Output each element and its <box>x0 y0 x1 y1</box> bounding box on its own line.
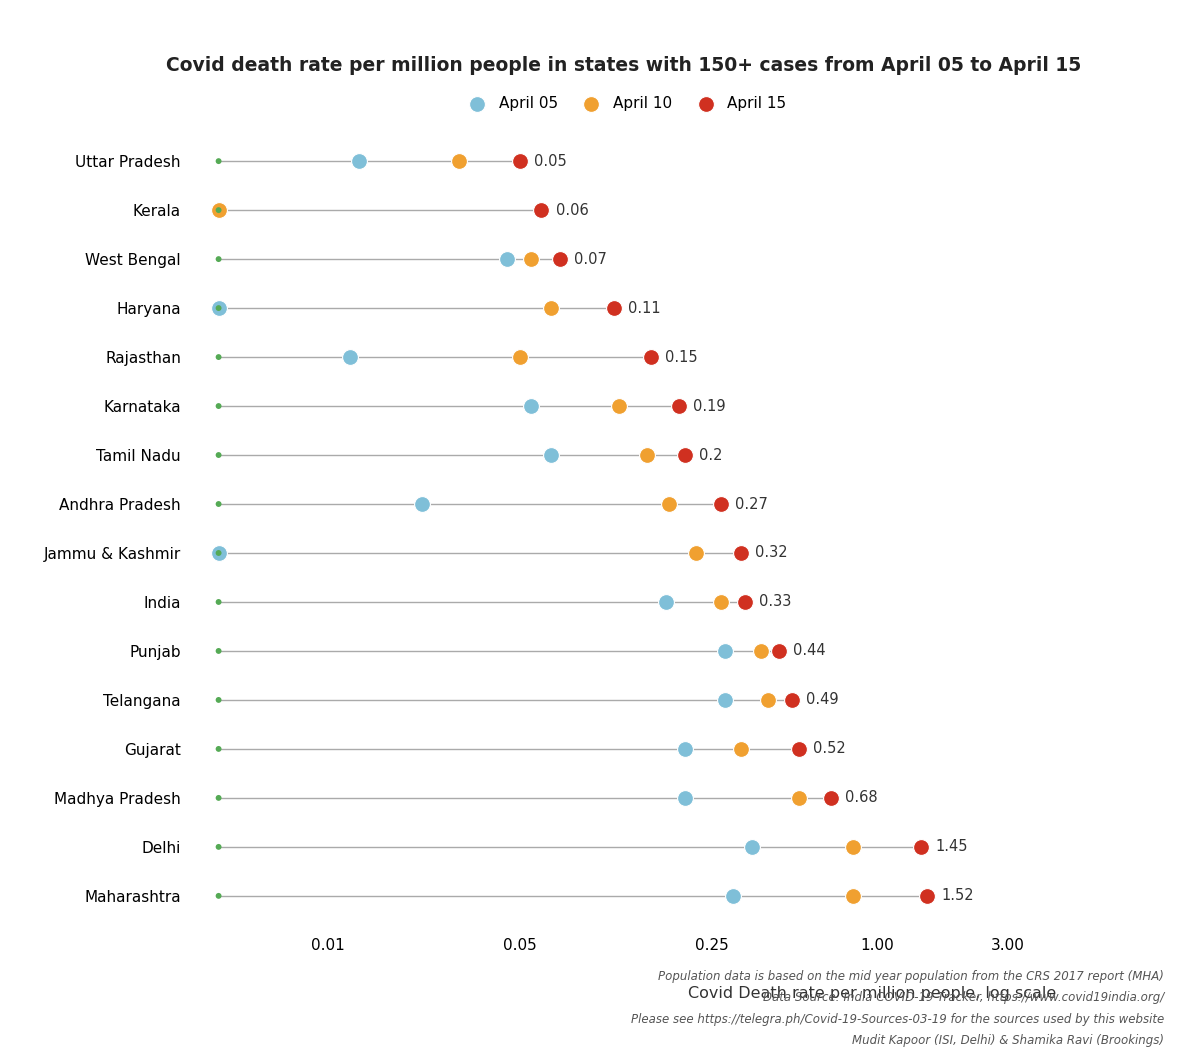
Point <box>637 446 656 463</box>
Point <box>498 251 517 267</box>
Point <box>790 790 809 806</box>
Point <box>541 299 560 316</box>
Point <box>510 152 529 169</box>
Point <box>209 299 228 316</box>
Point <box>782 691 802 708</box>
Point <box>550 251 569 267</box>
Text: 0.33: 0.33 <box>760 594 792 610</box>
Point <box>912 838 931 855</box>
Point <box>209 741 228 758</box>
Text: 0.32: 0.32 <box>756 545 788 560</box>
Point <box>715 691 734 708</box>
Point <box>532 202 551 219</box>
Text: 0.44: 0.44 <box>793 644 826 659</box>
Text: 0.68: 0.68 <box>845 791 878 805</box>
Point <box>209 544 228 561</box>
Point <box>449 152 468 169</box>
Point <box>917 888 936 905</box>
Point <box>731 544 750 561</box>
Point <box>712 594 731 611</box>
Text: Covid Death rate per million people, log scale: Covid Death rate per million people, log… <box>688 986 1056 1001</box>
Point <box>522 251 541 267</box>
Text: 1.45: 1.45 <box>936 839 968 854</box>
Text: 0.06: 0.06 <box>556 203 589 218</box>
Text: 0.2: 0.2 <box>700 447 722 463</box>
Point <box>676 790 695 806</box>
Point <box>340 349 359 366</box>
Point <box>712 496 731 513</box>
Point <box>604 299 623 316</box>
Point <box>790 741 809 758</box>
Point <box>758 691 778 708</box>
Point <box>541 446 560 463</box>
Text: 0.19: 0.19 <box>694 398 726 413</box>
Point <box>209 349 228 366</box>
Point <box>731 741 750 758</box>
Point <box>209 643 228 660</box>
Point <box>209 202 228 219</box>
Point <box>715 643 734 660</box>
Point <box>686 544 706 561</box>
Point <box>209 251 228 267</box>
Text: Mudit Kapoor (ISI, Delhi) & Shamika Ravi (Brookings): Mudit Kapoor (ISI, Delhi) & Shamika Ravi… <box>852 1034 1164 1046</box>
Point <box>209 691 228 708</box>
Point <box>656 594 676 611</box>
Point <box>209 790 228 806</box>
Point <box>670 397 689 414</box>
Point <box>209 397 228 414</box>
Text: Please see https://telegra.ph/Covid-19-Sources-03-19 for the sources used by thi: Please see https://telegra.ph/Covid-19-S… <box>631 1013 1164 1025</box>
Point <box>209 202 228 219</box>
Point <box>209 299 228 316</box>
Point <box>209 152 228 169</box>
Point <box>724 888 743 905</box>
Text: 0.52: 0.52 <box>814 741 846 757</box>
Point <box>209 496 228 513</box>
Point <box>412 496 431 513</box>
Point <box>821 790 840 806</box>
Point <box>734 594 754 611</box>
Point <box>209 838 228 855</box>
Point <box>676 446 695 463</box>
Text: Population data is based on the mid year population from the CRS 2017 report (MH: Population data is based on the mid year… <box>658 970 1164 983</box>
Text: 0.05: 0.05 <box>534 153 566 169</box>
Point <box>610 397 629 414</box>
Point <box>742 838 761 855</box>
Point <box>769 643 788 660</box>
Point <box>522 397 541 414</box>
Point <box>209 544 228 561</box>
Point <box>641 349 660 366</box>
Point <box>209 888 228 905</box>
Point <box>676 741 695 758</box>
Text: 0.11: 0.11 <box>628 300 661 316</box>
Point <box>209 202 228 219</box>
Text: 0.15: 0.15 <box>665 350 697 365</box>
Point <box>659 496 678 513</box>
Text: 1.52: 1.52 <box>941 888 974 904</box>
Point <box>751 643 770 660</box>
Point <box>510 349 529 366</box>
Point <box>844 888 863 905</box>
Text: 0.07: 0.07 <box>575 252 607 266</box>
Title: Covid death rate per million people in states with 150+ cases from April 05 to A: Covid death rate per million people in s… <box>167 56 1081 75</box>
Point <box>349 152 368 169</box>
Point <box>209 446 228 463</box>
Point <box>209 594 228 611</box>
Text: 0.27: 0.27 <box>736 497 768 512</box>
Point <box>844 838 863 855</box>
Legend: April 05, April 10, April 15: April 05, April 10, April 15 <box>456 90 792 117</box>
Text: 0.49: 0.49 <box>806 692 839 707</box>
Text: Data Source: India COVID-19 Tracker, https://www.covid19india.org/: Data Source: India COVID-19 Tracker, htt… <box>763 991 1164 1004</box>
